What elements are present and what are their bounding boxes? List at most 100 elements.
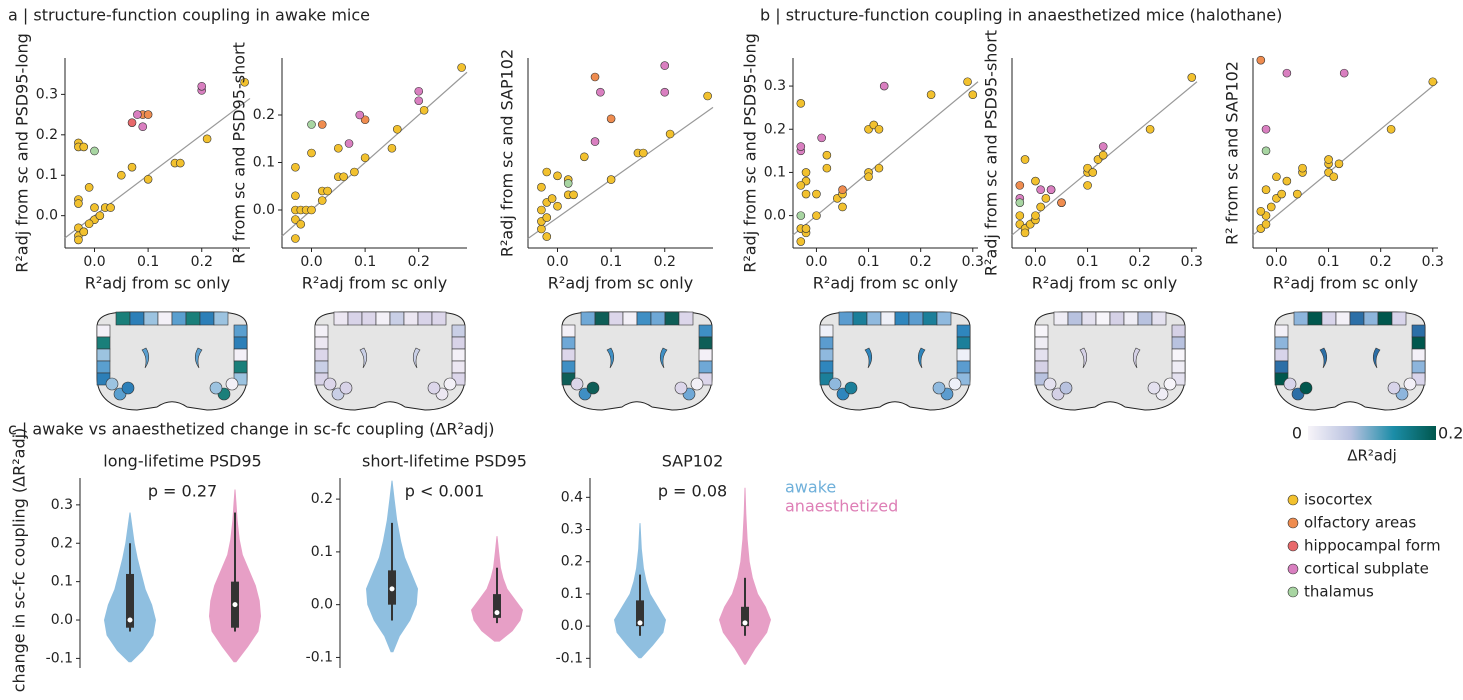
y-tick-label: 0.1 (51, 574, 73, 590)
point (1015, 181, 1025, 190)
y-tick-label: 0.2 (51, 535, 73, 551)
point (638, 148, 648, 158)
x-tick-label: 0.2 (910, 254, 932, 270)
brain-region (956, 360, 971, 374)
brain-region (1123, 311, 1139, 326)
brain-region (171, 311, 187, 326)
y-tick-label: -0.1 (46, 650, 73, 666)
brain-region (1034, 336, 1049, 350)
x-tick-label: 0.0 (1024, 254, 1046, 270)
y-tick-label: 0.4 (561, 489, 583, 505)
y-tick-label: 0.2 (561, 554, 583, 570)
point (968, 90, 978, 100)
brain-region (157, 311, 173, 326)
point (542, 167, 552, 177)
y-tick-label: 0.3 (764, 78, 786, 94)
brain-region (690, 377, 704, 391)
y-tick-label: -0.1 (556, 650, 583, 666)
brain-region (213, 311, 229, 326)
x-axis-label: R²adj from sc only (302, 274, 447, 293)
point (307, 148, 316, 158)
y-axis-label: R² from sc and PSD95-short (230, 42, 249, 264)
x-tick-label: 0.1 (1076, 254, 1098, 270)
box (741, 606, 749, 627)
brain-region (1137, 311, 1153, 326)
colorbar (1308, 426, 1436, 440)
point (1329, 172, 1339, 182)
point (296, 219, 306, 229)
brain-region (932, 381, 946, 395)
brain-region (1411, 336, 1426, 350)
brain-region (129, 311, 145, 326)
x-tick-label: 0.0 (1265, 254, 1287, 270)
brain-region (451, 348, 466, 362)
x-tick-label: 0.0 (83, 254, 105, 270)
brain-region (1274, 360, 1289, 374)
brain-region (451, 324, 466, 338)
brain-region (1377, 311, 1393, 326)
point (1145, 124, 1155, 134)
point (414, 96, 424, 106)
point (143, 110, 153, 119)
point (334, 143, 343, 153)
brain-region (819, 336, 834, 350)
legend-label: hippocampal form (1304, 537, 1441, 555)
legend-label: thalamus (1304, 583, 1374, 601)
y-tick-label: 0.3 (561, 522, 583, 538)
median (494, 610, 500, 616)
point (202, 134, 212, 144)
point (291, 215, 300, 224)
point (864, 172, 873, 182)
colorbar-tick-label: 0.25 (1438, 424, 1463, 443)
point (1324, 155, 1333, 164)
brain-map (96, 311, 248, 411)
y-axis-label: R²adj from sc and PSD95-long (13, 33, 32, 273)
brain-map (314, 311, 466, 411)
brain-region (339, 381, 353, 395)
y-tick-label: 0.0 (253, 202, 275, 218)
point (339, 172, 348, 182)
brain-region (674, 381, 688, 395)
brain-region (115, 311, 131, 326)
point (660, 61, 670, 70)
x-tick-label: 0.2 (1370, 254, 1392, 270)
brain-region (375, 311, 391, 326)
x-axis-label: R²adj from sc only (85, 274, 230, 293)
point (822, 163, 832, 173)
brain-region (819, 324, 834, 338)
y-tick-label: 0.1 (253, 155, 275, 171)
point (1298, 163, 1307, 173)
brain-region (698, 360, 713, 374)
point (84, 183, 94, 192)
point (95, 211, 105, 220)
brain-region (852, 311, 868, 326)
point (1282, 68, 1292, 78)
brain-region (894, 311, 910, 326)
point (1256, 55, 1266, 65)
brain-region (1034, 360, 1049, 374)
brain-region (1109, 311, 1125, 326)
brain-region (828, 377, 842, 391)
brain-region (594, 311, 610, 326)
point (414, 86, 424, 96)
point (1020, 155, 1030, 164)
y-tick-label: -0.1 (306, 649, 333, 665)
y-tick-label: 0.2 (311, 491, 333, 507)
point (1098, 150, 1108, 160)
brain-region (209, 381, 223, 395)
legend-marker (1287, 586, 1299, 598)
brain-region (347, 311, 363, 326)
legend-marker (1287, 563, 1299, 575)
y-tick-label: 0.0 (51, 612, 73, 628)
y-tick-label: 0.0 (764, 208, 786, 224)
x-axis-label: R²adj from sc only (813, 274, 958, 293)
brain-region (427, 381, 441, 395)
brain-region (922, 311, 938, 326)
ventricle (141, 347, 150, 369)
brain-region (956, 348, 971, 362)
brain-region (96, 336, 111, 350)
brain-region (105, 377, 119, 391)
brain-region (1307, 311, 1323, 326)
point (874, 124, 884, 134)
